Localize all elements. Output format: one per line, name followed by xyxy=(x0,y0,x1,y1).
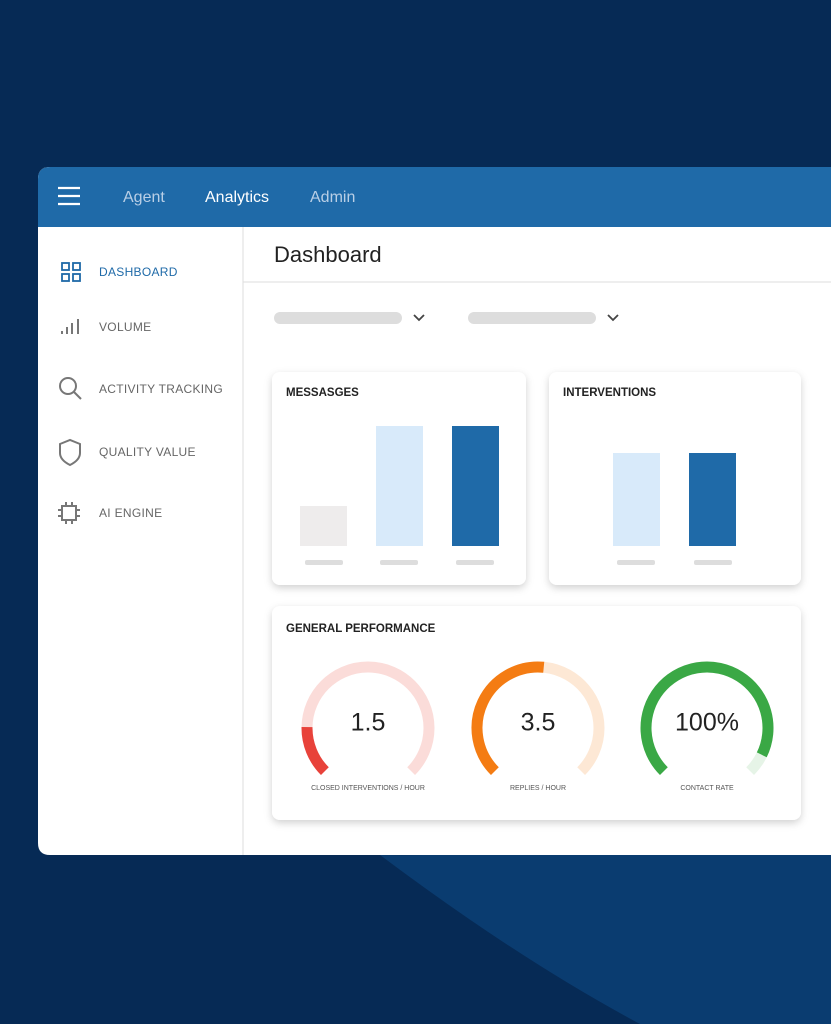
gauge-value: 1.5 xyxy=(351,709,386,737)
bar-placeholder xyxy=(613,453,660,546)
gauge-fill xyxy=(471,661,545,776)
gauges: 1.5 CLOSED INTERVENTIONS / HOUR 3.5 REPLIES… xyxy=(301,661,774,792)
gauge-value: 100% xyxy=(675,709,739,737)
chip-icon xyxy=(58,502,80,524)
sidebar-item[interactable]: VOLUME xyxy=(99,320,151,334)
gauge-fill xyxy=(640,661,774,776)
gauge-label: CLOSED INTERVENTIONS / HOUR xyxy=(311,785,425,792)
dashboard-icon xyxy=(61,262,81,282)
card xyxy=(549,372,801,585)
volume-icon xyxy=(61,319,79,334)
dropdown[interactable] xyxy=(468,312,596,324)
bar-placeholder xyxy=(300,506,347,546)
sidebar-item[interactable]: QUALITY VALUE xyxy=(99,445,196,459)
sidebar-item[interactable]: AI ENGINE xyxy=(99,506,162,520)
search-icon xyxy=(59,377,82,400)
card-title: GENERAL PERFORMANCE xyxy=(286,623,436,635)
chevron[interactable] xyxy=(607,314,619,322)
bar-placeholder xyxy=(689,453,736,546)
menu-icon[interactable] xyxy=(58,186,80,206)
bar-placeholder xyxy=(376,426,423,546)
bar-placeholder xyxy=(452,426,499,546)
nav-tab-active[interactable]: Analytics xyxy=(205,189,269,206)
shield-icon xyxy=(59,438,81,467)
nav-tab[interactable]: Agent xyxy=(123,189,165,206)
chevron[interactable] xyxy=(413,314,425,322)
top-nav xyxy=(38,167,831,227)
label-placeholders xyxy=(305,560,732,565)
gauge-value: 3.5 xyxy=(521,709,556,737)
card-title: INTERVENTIONS xyxy=(563,387,656,399)
card-title: MESSASGES xyxy=(286,387,359,399)
page-title: Dashboard xyxy=(274,242,382,267)
dropdown[interactable] xyxy=(274,312,402,324)
gauge-fill xyxy=(301,726,329,776)
sidebar-item[interactable]: ACTIVITY TRACKING xyxy=(99,382,223,396)
gauge-label: REPLIES / HOUR xyxy=(510,785,566,792)
nav-tab[interactable]: Admin xyxy=(310,189,355,206)
card xyxy=(272,606,801,820)
sidebar-item-active[interactable]: DASHBOARD xyxy=(99,265,178,279)
gauge-label: CONTACT RATE xyxy=(680,785,734,792)
